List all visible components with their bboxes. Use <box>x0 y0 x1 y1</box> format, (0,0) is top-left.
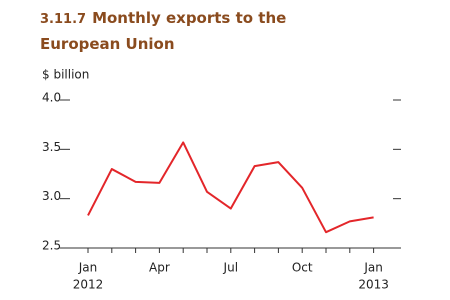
y-axis-label: $ billion <box>42 68 89 82</box>
series-line <box>87 141 374 234</box>
x-year-label: 2012 <box>73 278 104 292</box>
y-tick-label: 4.0 <box>42 91 61 105</box>
x-tick-label: Oct <box>292 261 313 275</box>
chart-title: Monthly exports to the European Union <box>40 9 287 53</box>
x-tick-label: Apr <box>149 261 170 275</box>
x-tick-label: Jul <box>223 261 238 275</box>
x-tick-label: Jan <box>363 261 383 275</box>
figure-number: 3.11.7 <box>40 12 87 27</box>
y-tick-label: 2.5 <box>42 239 61 253</box>
x-year-label: 2013 <box>358 278 389 292</box>
y-tick-label: 3.5 <box>42 140 61 154</box>
y-tick-label: 3.0 <box>42 189 61 203</box>
x-tick-label: Jan <box>78 261 98 275</box>
chart-title-block: 3.11.7 Monthly exports to the European Un… <box>40 6 300 56</box>
